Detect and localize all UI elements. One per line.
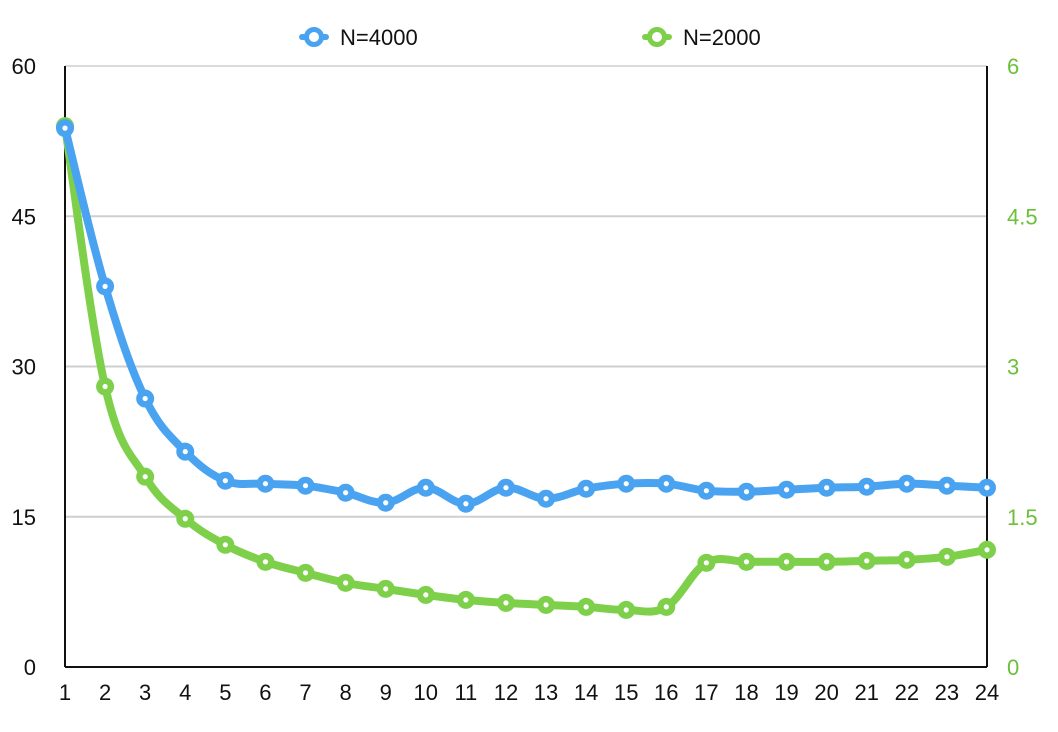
- axes: [64, 66, 988, 668]
- x-tick-label: 6: [259, 680, 271, 705]
- data-point-center: [222, 478, 228, 484]
- x-tick-label: 16: [654, 680, 678, 705]
- right-tick-label: 1.5: [1007, 505, 1038, 530]
- left-axis-ticks: 0 15 30 45 60: [12, 54, 36, 680]
- x-tick-label: 21: [854, 680, 878, 705]
- left-tick-label: 0: [24, 655, 36, 680]
- x-tick-label: 1: [59, 680, 71, 705]
- data-point-center: [783, 559, 790, 565]
- data-point-center: [904, 557, 910, 563]
- data-point-center: [383, 586, 389, 592]
- left-tick-label: 15: [12, 505, 36, 530]
- data-point-center: [463, 501, 469, 507]
- data-point-center: [783, 487, 790, 493]
- data-point-center: [302, 570, 309, 576]
- data-point-center: [503, 485, 509, 491]
- data-point-center: [984, 485, 990, 491]
- legend-item: N=4000: [299, 25, 418, 50]
- data-point-center: [262, 481, 269, 487]
- legend-label: N=2000: [683, 25, 761, 50]
- data-point-center: [222, 542, 228, 548]
- data-point-center: [423, 485, 429, 491]
- data-point-center: [743, 559, 750, 565]
- data-point-center: [944, 554, 950, 560]
- x-tick-label: 20: [814, 680, 838, 705]
- right-tick-label: 3: [1007, 355, 1019, 380]
- data-point-center: [543, 602, 549, 608]
- right-tick-label: 6: [1007, 54, 1019, 79]
- data-point-center: [824, 485, 830, 491]
- data-point-center: [623, 607, 629, 613]
- left-tick-label: 45: [12, 204, 36, 229]
- series: [56, 117, 996, 619]
- x-tick-label: 12: [494, 680, 518, 705]
- x-tick-label: 4: [179, 680, 191, 705]
- series-line: [61, 124, 991, 508]
- data-point-center: [423, 592, 429, 598]
- data-point-center: [824, 559, 830, 565]
- data-point-center: [663, 481, 669, 487]
- x-tick-label: 24: [975, 680, 999, 705]
- data-point-center: [182, 449, 188, 455]
- legend-swatch-marker: [304, 27, 324, 47]
- data-point-center: [703, 488, 709, 494]
- series-n2000: [56, 117, 996, 619]
- x-tick-label: 5: [219, 680, 231, 705]
- data-point-center: [663, 604, 669, 610]
- data-point-center: [182, 516, 188, 522]
- data-point-center: [543, 496, 549, 502]
- data-point-center: [343, 490, 349, 496]
- x-tick-label: 2: [99, 680, 111, 705]
- x-tick-label: 8: [339, 680, 351, 705]
- right-tick-label: 0: [1007, 655, 1019, 680]
- legend: N=4000 N=2000: [299, 25, 761, 50]
- x-tick-label: 3: [139, 680, 151, 705]
- x-tick-label: 11: [454, 680, 477, 705]
- x-tick-label: 7: [299, 680, 311, 705]
- data-point-center: [944, 483, 950, 489]
- data-point-center: [463, 597, 469, 603]
- data-point-center: [102, 383, 108, 390]
- x-tick-label: 9: [380, 680, 392, 705]
- legend-label: N=4000: [340, 25, 418, 50]
- data-point-center: [102, 283, 108, 289]
- data-point-center: [142, 474, 148, 480]
- grid-lines: [65, 65, 987, 518]
- x-tick-label: 14: [574, 680, 598, 705]
- data-point-center: [262, 559, 269, 565]
- data-point-center: [142, 395, 148, 402]
- series-line: [61, 122, 991, 616]
- right-tick-label: 4.5: [1007, 204, 1038, 229]
- right-axis-ticks: 0 1.5 3 4.5 6: [1007, 54, 1038, 680]
- x-tick-label: 13: [534, 680, 558, 705]
- data-point-center: [703, 560, 709, 566]
- data-point-center: [743, 489, 750, 495]
- x-tick-label: 23: [935, 680, 959, 705]
- data-point-center: [302, 483, 309, 489]
- legend-item: N=2000: [642, 25, 761, 50]
- left-tick-label: 30: [12, 355, 36, 380]
- left-tick-label: 60: [12, 54, 36, 79]
- data-point-center: [383, 500, 389, 506]
- x-tick-label: 17: [694, 680, 718, 705]
- x-tick-label: 15: [614, 680, 638, 705]
- series-n4000: [56, 119, 996, 513]
- x-tick-label: 19: [774, 680, 798, 705]
- x-axis-ticks: 1 2 3 4 5 6 7 8 9 10 11 12 13 14 15 16 17 18 19 20 21 22 23 24: [59, 680, 999, 705]
- data-point-center: [864, 558, 870, 564]
- data-point-center: [583, 486, 589, 492]
- x-tick-label: 22: [895, 680, 919, 705]
- data-point-center: [623, 481, 629, 487]
- x-tick-label: 18: [734, 680, 758, 705]
- data-point-center: [984, 547, 990, 553]
- data-point-center: [583, 604, 589, 610]
- data-point-center: [503, 600, 509, 606]
- data-point-center: [343, 580, 349, 586]
- data-point-center: [904, 481, 910, 487]
- x-tick-label: 10: [414, 680, 438, 705]
- data-point-center: [62, 125, 68, 131]
- data-point-center: [864, 484, 870, 490]
- legend-swatch-marker: [647, 27, 667, 47]
